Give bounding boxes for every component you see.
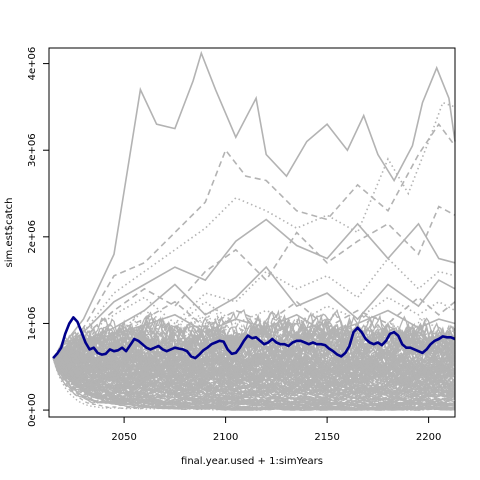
simulation-line-highlight — [52, 309, 456, 359]
y-tick-label: 4e+06 — [27, 47, 38, 81]
simulation-line — [52, 357, 456, 408]
simulation-line-highlight — [52, 50, 456, 359]
simulation-line — [52, 356, 456, 385]
simulation-line — [52, 323, 456, 361]
simulation-line — [52, 334, 456, 374]
simulation-line-highlight — [52, 101, 456, 359]
x-axis: 2050 2100 2150 2200 — [111, 417, 441, 443]
simulation-line — [52, 357, 456, 410]
simulation-line — [52, 357, 456, 411]
simulation-line — [52, 357, 456, 408]
y-axis-title: sim.est$catch — [4, 198, 15, 268]
y-tick-label: 1e+06 — [27, 307, 38, 341]
y-tick-label: 0e+00 — [27, 393, 38, 427]
x-axis-title: final.year.used + 1:simYears — [181, 456, 323, 467]
simulation-line — [52, 357, 456, 396]
simulation-line-highlight — [52, 122, 456, 359]
simulation-line-highlight — [52, 296, 456, 359]
simulation-line — [52, 357, 456, 393]
simulation-line — [52, 357, 456, 403]
highlighted-simulation-lines — [52, 50, 456, 359]
simulation-line-highlight — [52, 218, 456, 359]
simulation-line — [52, 327, 456, 373]
x-tick-label: 2200 — [416, 432, 441, 443]
y-axis: 0e+00 1e+06 2e+06 3e+06 4e+06 — [27, 47, 49, 427]
x-tick-label: 2100 — [213, 432, 238, 443]
x-tick-label: 2150 — [314, 432, 339, 443]
median-series — [52, 316, 456, 360]
y-tick-label: 3e+06 — [27, 133, 38, 167]
simulation-line — [52, 357, 456, 385]
simulation-line — [52, 357, 456, 398]
simulation-line — [52, 357, 456, 405]
y-tick-label: 2e+06 — [27, 220, 38, 254]
simulation-line-highlight — [52, 265, 456, 359]
plot-frame — [48, 47, 456, 418]
simulation-lines — [52, 308, 456, 411]
x-tick-label: 2050 — [111, 432, 136, 443]
simulation-line-highlight — [52, 257, 456, 359]
median-line — [52, 316, 456, 360]
